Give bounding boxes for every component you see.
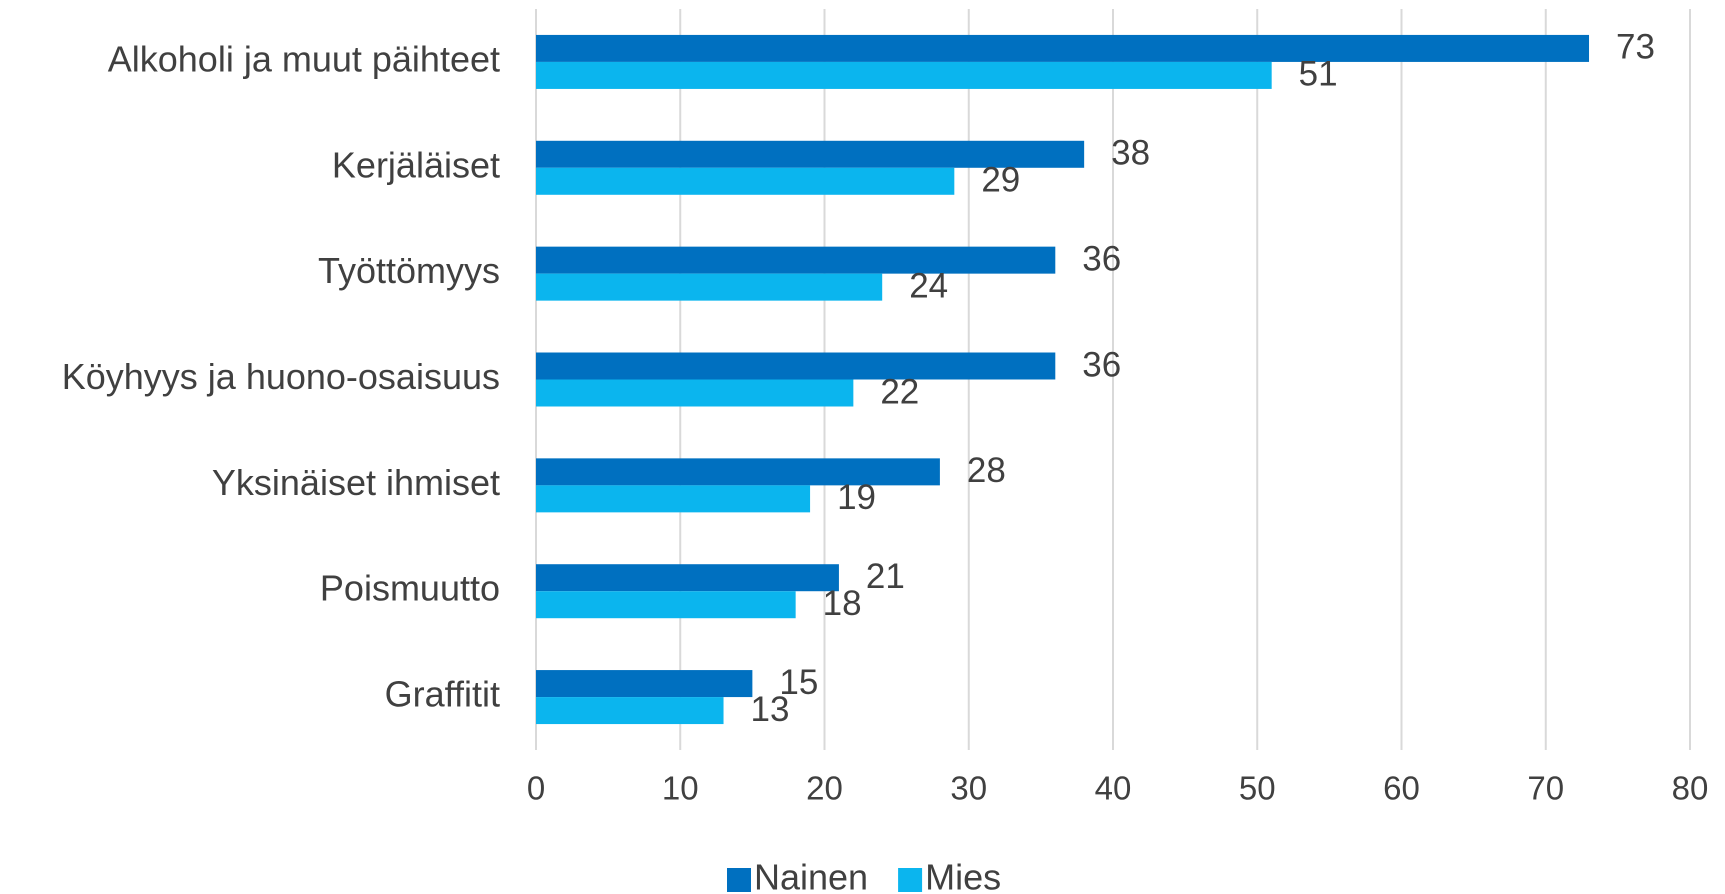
- bar: [536, 246, 1056, 274]
- bar: [536, 273, 883, 301]
- bar: [536, 591, 796, 619]
- bar: [536, 34, 1590, 62]
- data-label: 36: [1082, 345, 1121, 384]
- x-tick-label: 30: [950, 770, 987, 807]
- data-label: 22: [880, 372, 919, 411]
- x-tick-label: 70: [1527, 770, 1564, 807]
- data-label: 36: [1082, 239, 1121, 278]
- legend-swatch: [898, 868, 923, 892]
- y-tick-label: Poismuutto: [320, 568, 500, 609]
- bar: [536, 167, 955, 195]
- bar: [536, 379, 854, 407]
- bar: [536, 564, 839, 592]
- data-label: 13: [751, 690, 790, 729]
- data-label: 19: [837, 478, 876, 517]
- bar: [536, 670, 753, 698]
- data-label: 28: [967, 451, 1006, 490]
- data-label: 73: [1616, 28, 1655, 67]
- y-tick-label: Kerjäläiset: [332, 144, 500, 185]
- bar: [536, 61, 1272, 89]
- x-tick-label: 0: [527, 770, 545, 807]
- bar: [536, 458, 940, 486]
- bar: [536, 352, 1056, 380]
- legend-label: Mies: [925, 857, 1001, 894]
- y-tick-label: Köyhyys ja huono-osaisuus: [62, 356, 500, 397]
- y-tick-label: Graffitit: [385, 674, 500, 715]
- x-tick-label: 10: [662, 770, 699, 807]
- bar: [536, 485, 811, 513]
- x-tick-label: 80: [1672, 770, 1709, 807]
- bar: [536, 140, 1085, 168]
- x-tick-label: 50: [1239, 770, 1276, 807]
- legend-swatch: [727, 868, 751, 892]
- data-label: 38: [1111, 134, 1150, 173]
- data-label: 51: [1299, 55, 1338, 94]
- x-tick-label: 40: [1095, 770, 1132, 807]
- bar: [536, 697, 724, 725]
- y-tick-label: Yksinäiset ihmiset: [212, 462, 500, 503]
- legend-label: Nainen: [754, 857, 868, 894]
- data-label: 29: [981, 161, 1020, 200]
- x-tick-label: 60: [1383, 770, 1420, 807]
- y-tick-label: Alkoholi ja muut päihteet: [108, 38, 500, 79]
- data-label: 15: [779, 663, 818, 702]
- data-label: 24: [909, 266, 948, 305]
- y-tick-label: Työttömyys: [318, 250, 500, 291]
- data-label: 21: [866, 557, 905, 596]
- x-tick-label: 20: [806, 770, 843, 807]
- data-label: 18: [823, 584, 862, 623]
